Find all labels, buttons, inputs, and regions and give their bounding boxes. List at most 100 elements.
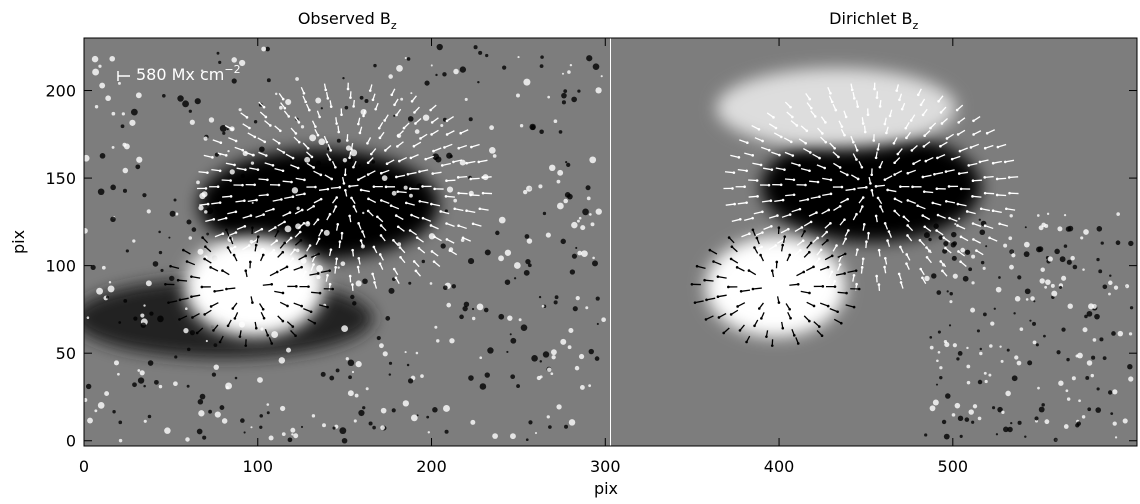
vector-head <box>216 185 220 189</box>
vector-arrow <box>293 266 302 271</box>
speckle <box>175 212 179 216</box>
vector-arrow <box>776 238 785 244</box>
speckle <box>453 198 458 203</box>
speckle <box>1067 303 1073 309</box>
vector-arrow <box>744 217 753 221</box>
vector-head <box>396 134 400 138</box>
vector-arrow <box>970 143 980 149</box>
vector-head <box>770 269 774 273</box>
vector-arrow <box>205 218 214 223</box>
speckle <box>579 385 585 390</box>
vector-arrow <box>446 238 455 244</box>
speckle <box>539 64 544 69</box>
speckle <box>577 219 580 223</box>
speckle <box>928 237 932 242</box>
speckle <box>476 303 484 311</box>
vector-head <box>356 265 360 269</box>
vector-head <box>406 172 410 176</box>
speckle <box>120 124 125 129</box>
vector-head <box>457 224 460 227</box>
vector-head <box>319 173 323 177</box>
speckle <box>578 216 582 220</box>
vector-arrow <box>922 174 932 178</box>
vector-head <box>892 142 896 145</box>
vector-arrow <box>479 208 489 211</box>
vector-head <box>824 140 828 144</box>
speckle <box>966 346 969 350</box>
vector-head <box>878 165 882 169</box>
speckle <box>568 419 576 426</box>
vector-arrow <box>822 177 832 181</box>
vector-arrow <box>913 159 921 165</box>
speckle <box>266 411 270 415</box>
vector-arrow <box>258 178 268 181</box>
speckle <box>551 355 556 360</box>
vector-head <box>248 260 252 264</box>
speckle <box>274 92 278 96</box>
vector-head <box>789 316 792 320</box>
vector-arrow <box>295 193 305 197</box>
speckle <box>924 433 928 437</box>
vector-head <box>925 246 928 249</box>
vector-arrow <box>989 237 998 242</box>
vector-head <box>410 99 414 103</box>
speckle <box>183 327 189 334</box>
vector-head <box>855 212 858 216</box>
vector-head <box>805 129 809 133</box>
speckle <box>1063 244 1068 248</box>
vector-arrow <box>191 276 201 279</box>
speckle <box>1011 375 1018 382</box>
vector-arrow <box>705 315 714 320</box>
vector-head <box>262 213 265 216</box>
speckle <box>574 365 580 371</box>
speckle <box>954 223 957 226</box>
vector-arrow <box>453 159 463 163</box>
speckle <box>464 97 468 101</box>
speckle <box>540 55 544 59</box>
vector-head <box>722 331 726 335</box>
vector-head <box>843 218 846 221</box>
vector-head <box>253 183 256 187</box>
panel-image <box>610 38 1137 446</box>
vector-head <box>421 216 425 220</box>
vector-arrow <box>730 258 739 264</box>
vector-arrow <box>808 212 817 217</box>
vector-arrow <box>997 194 1007 197</box>
vector-head <box>755 236 759 240</box>
speckle <box>523 189 528 195</box>
vector-head <box>746 141 749 145</box>
vector-arrow <box>214 233 224 238</box>
vector-head <box>863 130 867 134</box>
vector-head <box>432 260 436 263</box>
vector-head <box>304 270 307 274</box>
vector-arrow <box>386 159 395 165</box>
x-axis-label: pix <box>594 479 618 498</box>
speckle <box>196 180 200 185</box>
vector-head <box>393 103 396 107</box>
speckle <box>1129 306 1134 310</box>
vector-arrow <box>458 225 467 230</box>
vector-head <box>817 257 821 261</box>
vector-head <box>254 243 258 247</box>
vector-head <box>798 164 801 167</box>
speckle <box>1007 426 1013 433</box>
speckle <box>525 438 529 442</box>
speckle <box>1057 226 1063 232</box>
vector-head <box>921 276 924 280</box>
vector-arrow <box>960 236 969 242</box>
speckle <box>1027 360 1033 366</box>
vector-head <box>371 98 375 102</box>
vector-arrow <box>713 260 722 266</box>
vector-head <box>818 156 821 160</box>
speckle <box>580 225 586 231</box>
vector-arrow <box>274 290 284 294</box>
speckle <box>122 188 128 193</box>
vector-head <box>693 301 697 304</box>
speckle <box>595 87 602 94</box>
speckle <box>145 280 152 287</box>
vector-arrow <box>775 167 785 171</box>
vector-head <box>251 226 254 229</box>
vector-head <box>846 197 849 201</box>
speckle <box>300 425 304 428</box>
